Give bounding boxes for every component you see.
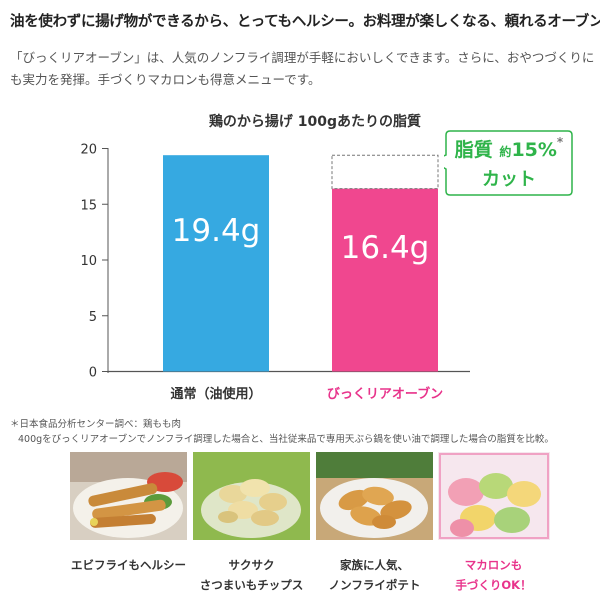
bar-value-label: 16.4g [341,230,430,266]
fat-comparison-chart: 0 5 10 15 20 19.4g 通常（油使用） 16.4g びっくリアオーブン [80,143,470,402]
macarons-photo [438,452,550,540]
caption-sweet-potato-line1: サクサク [228,558,275,572]
non-fry-potato-photo [316,452,433,540]
lead-paragraph: 「びっくリアオーブン」は、人気のノンフライ調理が手軽においしくできます。さらに、… [10,50,595,87]
footnote-line2: 400gをびっくリアオーブンでノンフライ調理した場合と、当社従来品で専用天ぷら鍋… [18,434,554,445]
caption-macarons-line1: マカロンも [464,558,523,572]
callout-word: 脂質 [454,139,493,161]
bar-0 [163,155,269,372]
caption-potato-line2: ノンフライポテト [328,578,421,592]
bar-1 [332,188,438,372]
callout-mark: * [556,135,564,149]
caption-sweet-potato-line2: さつまいもチップス [199,578,304,592]
caption-macarons: マカロンも 手づくりOK！ [435,555,552,595]
footnote: ＊日本食品分析センター調べ：鶏もも肉 400gをびっくリアオーブンでノンフライ調… [10,417,600,447]
caption-potato-line1: 家族に人気、 [340,558,409,572]
category-label: びっくリアオーブン [327,386,443,402]
caption-fried-shrimp-line1: エビフライもヘルシー [71,558,186,572]
callout-approx: 約 [499,145,512,159]
callout-line1: 脂質 約15%* [444,135,574,162]
caption-sweet-potato: サクサク さつまいもチップス [193,555,310,595]
category-label: 通常（油使用） [170,386,261,402]
fried-shrimp-photo [70,452,187,540]
y-tick-label: 10 [80,254,97,269]
chart-title: 鶏のから揚げ 100gあたりの脂質 [208,114,422,130]
y-tick-label: 5 [89,310,97,325]
footnote-line1: ＊日本食品分析センター調べ：鶏もも肉 [10,419,182,430]
headline: 油を使わずに揚げ物ができるから、とってもヘルシー。お料理が楽しくなる、頼れるオー… [10,14,600,30]
reduction-outline [331,154,439,190]
y-tick-label: 0 [89,366,97,381]
caption-fried-shrimp: エビフライもヘルシー [70,555,187,575]
callout-bubble [444,130,573,196]
sweet-potato-chips-photo [193,452,310,540]
y-tick-label: 15 [80,198,97,213]
caption-potato: 家族に人気、 ノンフライポテト [316,555,433,595]
caption-macarons-line2: 手づくりOK！ [455,578,532,592]
y-tick-label: 20 [80,143,97,158]
callout-percent: 15% [511,139,557,161]
fat-cut-callout: 脂質 約15%* カット [444,129,574,199]
photo-gallery: エビフライもヘルシー サクサク さつまいもチップス [70,452,590,600]
bar-value-label: 19.4g [172,213,261,249]
callout-cut: カット [482,169,536,190]
